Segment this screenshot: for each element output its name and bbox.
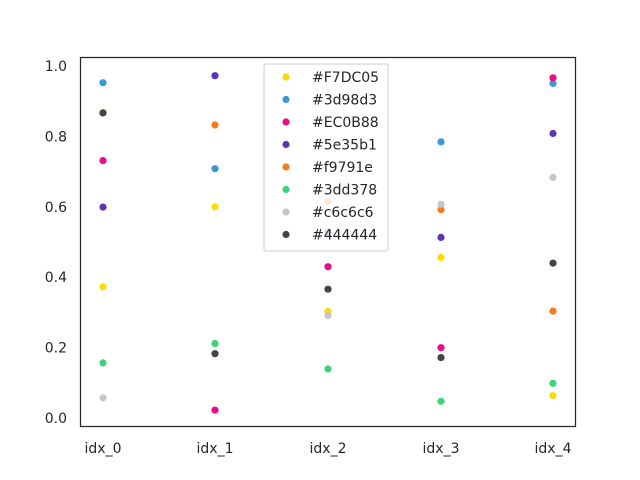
legend-label: #F7DC05: [312, 70, 379, 86]
legend-marker: [282, 73, 290, 81]
point-idx_0-series-1: [99, 79, 107, 87]
plot-frame: [79, 56, 577, 428]
legend-label: #3d98d3: [312, 93, 377, 109]
point-idx_1-series-3: [211, 72, 219, 80]
y-tick-label: 0.6: [45, 200, 67, 216]
point-idx_3-series-1: [437, 138, 445, 146]
x-tick-label: idx_4: [535, 441, 572, 457]
y-tick-label: 0.2: [45, 341, 67, 357]
point-idx_0-series-2: [99, 157, 107, 165]
point-idx_1-series-4: [211, 121, 219, 129]
x-tick-label: idx_0: [85, 441, 122, 457]
point-idx_3-series-4: [437, 206, 445, 214]
legend-marker: [282, 230, 290, 239]
point-idx_4-series-4: [549, 307, 557, 315]
point-idx_2-series-5: [324, 365, 332, 373]
point-idx_3-series-5: [437, 397, 445, 405]
legend-label: #f9791e: [312, 160, 373, 176]
point-idx_2-series-6: [324, 312, 332, 320]
point-idx_1-series-1: [211, 165, 219, 173]
point-idx_3-series-2: [437, 344, 445, 352]
legend-marker: [282, 185, 290, 194]
legend-marker: [282, 95, 290, 104]
x-tick-label: idx_3: [423, 441, 460, 457]
legend-label: #EC0B88: [312, 115, 379, 131]
point-idx_4-series-2: [549, 74, 557, 82]
legend-label: #444444: [312, 228, 377, 244]
point-idx_1-series-2: [211, 406, 219, 414]
legend: #F7DC05 #3d98d3 #EC0B88 #5e35b1 #f9791e #3dd3…: [263, 63, 389, 252]
point-idx_0-series-5: [99, 359, 107, 367]
legend-label: #3dd378: [312, 183, 377, 199]
legend-marker: [282, 208, 290, 216]
y-tick-label: 0.0: [45, 411, 67, 427]
x-tick-label: idx_1: [197, 441, 234, 457]
point-idx_3-series-6: [437, 200, 445, 208]
legend-label: #5e35b1: [312, 138, 377, 154]
y-tick-label: 1.0: [45, 59, 67, 75]
y-tick-label: 0.8: [45, 129, 67, 145]
point-idx_3-series-3: [437, 233, 445, 241]
point-idx_1-series-0: [211, 203, 219, 211]
point-idx_0-series-0: [99, 283, 107, 291]
y-axis-ticks: 0.0 0.2 0.4 0.6 0.8 1.0: [45, 59, 67, 427]
point-idx_1-series-5: [211, 339, 219, 348]
legend-frame: [263, 63, 389, 252]
legend-marker: [282, 163, 290, 171]
point-idx_4-series-0: [549, 392, 557, 400]
point-idx_4-series-3: [549, 129, 557, 138]
y-tick-label: 0.4: [45, 270, 67, 286]
point-idx_4-series-6: [549, 173, 557, 182]
point-idx_2-series-7: [324, 285, 332, 293]
legend-marker: [282, 118, 290, 126]
point-idx_0-series-6: [99, 394, 107, 402]
point-idx_3-series-7: [437, 354, 445, 362]
point-idx_0-series-7: [99, 109, 107, 117]
point-idx_4-series-1: [549, 79, 557, 87]
point-idx_1-series-7: [211, 350, 219, 358]
legend-label: #c6c6c6: [312, 205, 374, 221]
point-idx_4-series-5: [549, 379, 557, 387]
point-idx_4-series-7: [549, 259, 557, 267]
x-axis-ticks: idx_0 idx_1 idx_2 idx_3 idx_4: [85, 441, 572, 457]
x-tick-label: idx_2: [310, 441, 347, 457]
legend-marker: [282, 140, 290, 149]
point-idx_3-series-0: [437, 253, 445, 262]
point-idx_2-series-2: [324, 263, 332, 271]
point-idx_0-series-3: [99, 203, 107, 211]
